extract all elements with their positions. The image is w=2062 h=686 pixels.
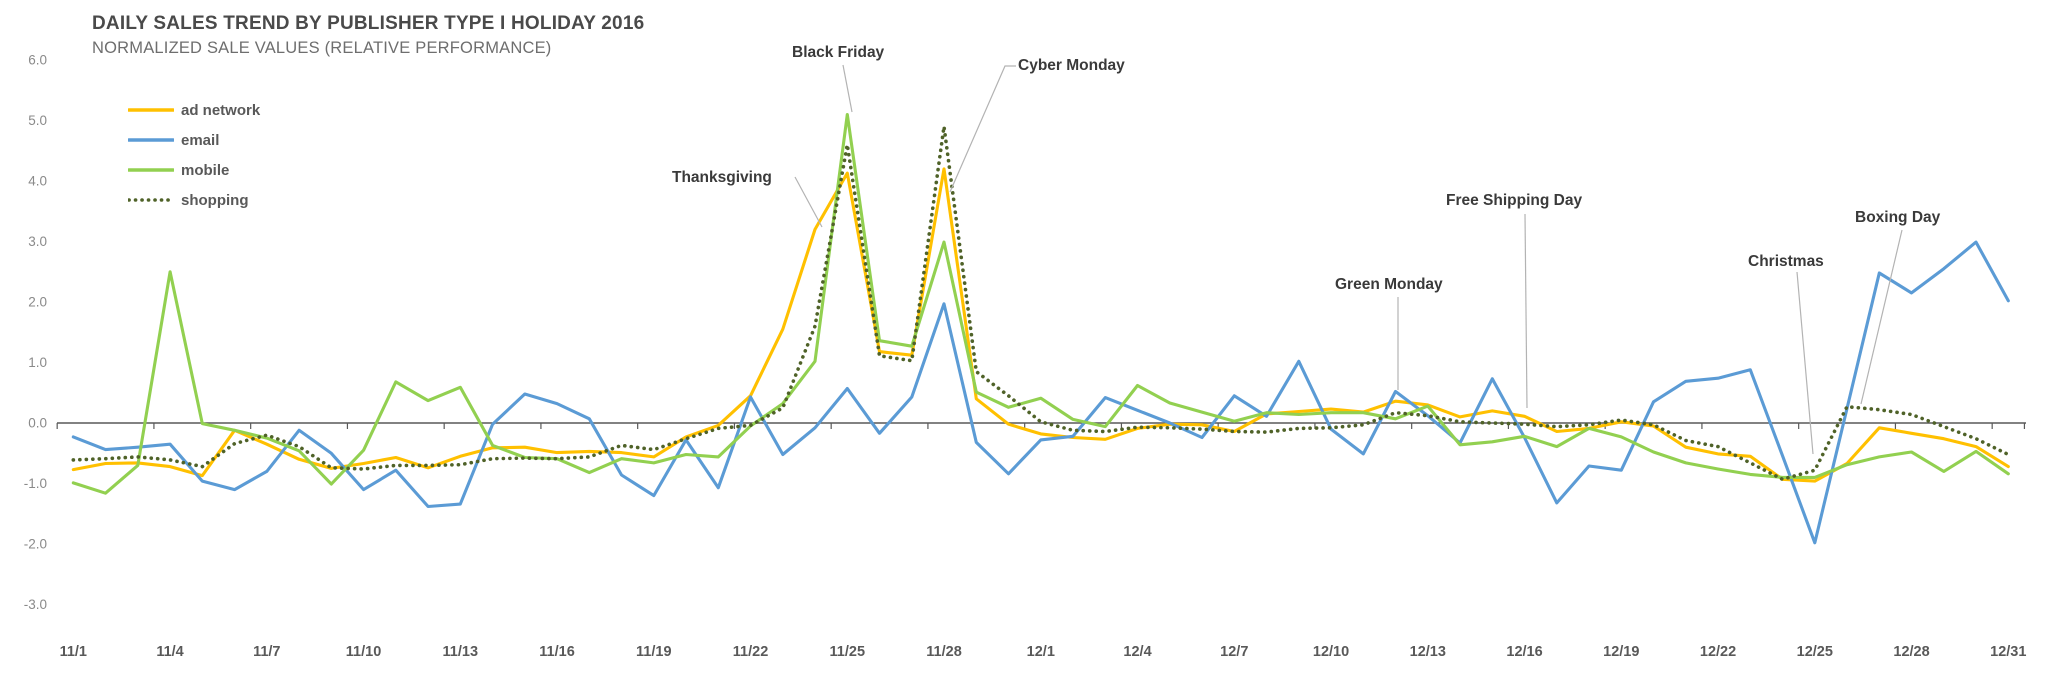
- legend-label: mobile: [181, 161, 230, 179]
- annotation-label-boxing-day: Boxing Day: [1855, 209, 1941, 226]
- legend-item-shopping: shopping: [128, 185, 260, 215]
- annotation-label-free-shipping-day: Free Shipping Day: [1446, 192, 1583, 209]
- y-axis-label: -1.0: [24, 476, 47, 491]
- chart-subtitle: NORMALIZED SALE VALUES (RELATIVE PERFORM…: [92, 39, 552, 57]
- annotation-leader-boxing-day: [1860, 229, 1903, 405]
- x-axis-label: 12/1: [1027, 644, 1055, 660]
- legend-item-email: email: [128, 125, 260, 155]
- y-axis-label: 0.0: [28, 416, 47, 431]
- x-axis-label: 12/22: [1700, 644, 1736, 660]
- x-axis-label: 12/4: [1123, 644, 1151, 660]
- annotation-label-green-monday: Green Monday: [1335, 276, 1443, 293]
- annotation-label-cyber-monday: Cyber Monday: [1018, 57, 1125, 74]
- chart-title: DAILY SALES TREND BY PUBLISHER TYPE I HO…: [92, 13, 645, 34]
- x-axis-label: 11/22: [733, 644, 769, 660]
- y-axis-label: 5.0: [28, 113, 47, 128]
- x-axis-label: 11/25: [830, 644, 866, 660]
- x-axis-label: 11/7: [253, 644, 280, 660]
- annotation-leader-cyber-monday: [949, 65, 1016, 193]
- x-axis-label: 12/25: [1797, 644, 1833, 660]
- x-axis-label: 11/16: [539, 644, 575, 660]
- x-axis-label: 12/31: [1990, 644, 2026, 660]
- annotation-leader-black-friday: [842, 64, 853, 113]
- legend-swatch-email: [128, 138, 174, 142]
- annotation-leader-thanksgiving: [794, 176, 823, 228]
- legend-label: shopping: [181, 191, 249, 209]
- series-line-ad-network: [71, 167, 2010, 483]
- legend-label: email: [181, 131, 220, 149]
- x-axis-label: 11/4: [156, 644, 183, 660]
- y-axis-label: 4.0: [28, 174, 47, 189]
- x-axis-label: 12/7: [1220, 644, 1248, 660]
- y-axis-label: 1.0: [28, 355, 47, 370]
- legend-swatch-ad-network: [128, 108, 174, 112]
- x-axis-label: 11/28: [926, 644, 962, 660]
- series-line-mobile: [71, 112, 2010, 495]
- y-axis-label: 2.0: [28, 295, 47, 310]
- y-axis-label: 6.0: [28, 53, 47, 68]
- annotation-label-thanksgiving: Thanksgiving: [672, 169, 772, 186]
- legend-item-mobile: mobile: [128, 155, 260, 185]
- x-axis-label: 12/13: [1410, 644, 1446, 660]
- annotation-label-christmas: Christmas: [1748, 253, 1824, 270]
- legend: ad network email mobile shopping: [128, 95, 260, 215]
- legend-item-ad-network: ad network: [128, 95, 260, 125]
- series-line-email: [71, 240, 2010, 545]
- y-axis-label: -2.0: [24, 537, 47, 552]
- x-axis-label: 11/13: [443, 644, 479, 660]
- x-axis-label: 11/1: [60, 644, 87, 660]
- legend-swatch-mobile: [128, 168, 174, 172]
- legend-swatch-shopping: [128, 198, 174, 202]
- x-axis-label: 11/10: [346, 644, 382, 660]
- annotation-label-black-friday: Black Friday: [792, 44, 885, 61]
- annotation-leader-christmas: [1796, 271, 1814, 455]
- x-axis-label: 12/10: [1313, 644, 1349, 660]
- x-axis-label: 12/28: [1893, 644, 1929, 660]
- x-axis-label: 12/16: [1506, 644, 1542, 660]
- y-axis-label: 3.0: [28, 234, 47, 249]
- series-line-shopping: [71, 124, 2011, 482]
- legend-label: ad network: [181, 101, 261, 119]
- y-axis-label: -3.0: [24, 597, 47, 612]
- annotation-leader-free-shipping-day: [1524, 213, 1528, 409]
- x-axis-label: 11/19: [636, 644, 672, 660]
- x-axis-label: 12/19: [1603, 644, 1639, 660]
